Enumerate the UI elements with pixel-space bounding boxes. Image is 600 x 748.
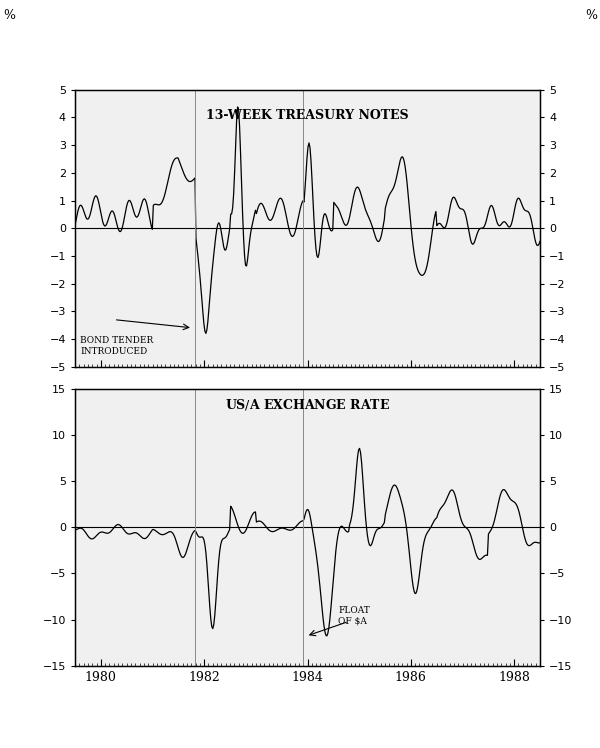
Text: BOND TENDER
INTRODUCED: BOND TENDER INTRODUCED <box>80 336 154 355</box>
Text: FLOAT
OF $A: FLOAT OF $A <box>338 606 370 625</box>
Text: US$/$A EXCHANGE RATE: US$/$A EXCHANGE RATE <box>225 397 390 412</box>
Text: %: % <box>585 9 597 22</box>
Text: %: % <box>3 9 15 22</box>
Text: 13-WEEK TREASURY NOTES: 13-WEEK TREASURY NOTES <box>206 109 409 122</box>
